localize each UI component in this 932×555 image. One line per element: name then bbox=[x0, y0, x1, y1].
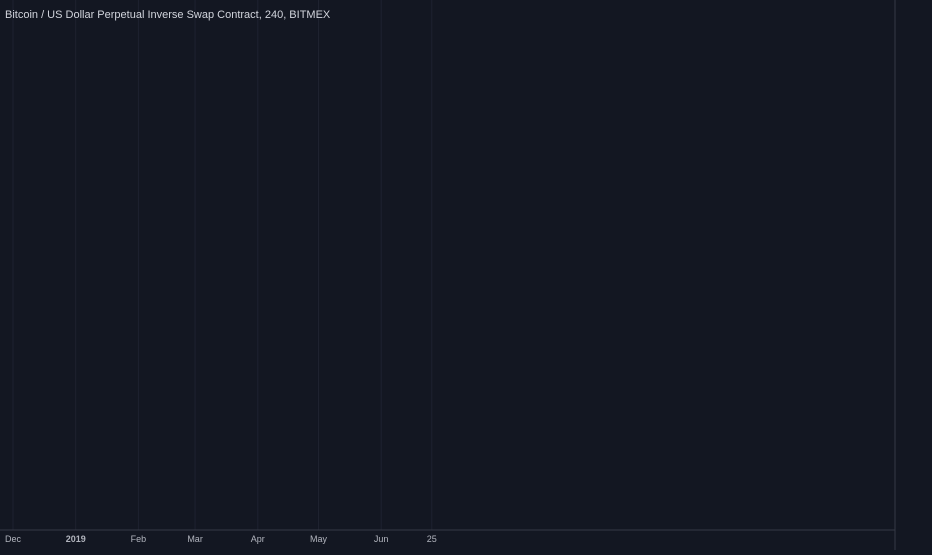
price-axis[interactable]: 3060.03220.03400.03600.03800.04100.04400… bbox=[894, 0, 932, 550]
time-tick-label: Dec bbox=[5, 534, 22, 544]
grid bbox=[12, 0, 433, 530]
time-tick-label: 25 bbox=[427, 534, 437, 544]
time-tick-label: Jun bbox=[374, 534, 389, 544]
time-axis[interactable]: Dec 2019 Feb Mar Apr May Jun 25 bbox=[0, 529, 895, 544]
time-tick-label: Apr bbox=[251, 534, 265, 544]
time-tick-label: 2019 bbox=[66, 534, 86, 544]
time-tick-label: May bbox=[310, 534, 328, 544]
time-tick-label: Feb bbox=[131, 534, 147, 544]
price-axis-background bbox=[895, 0, 932, 550]
chart-title: Bitcoin / US Dollar Perpetual Inverse Sw… bbox=[5, 9, 331, 21]
time-tick-label: Mar bbox=[187, 534, 203, 544]
